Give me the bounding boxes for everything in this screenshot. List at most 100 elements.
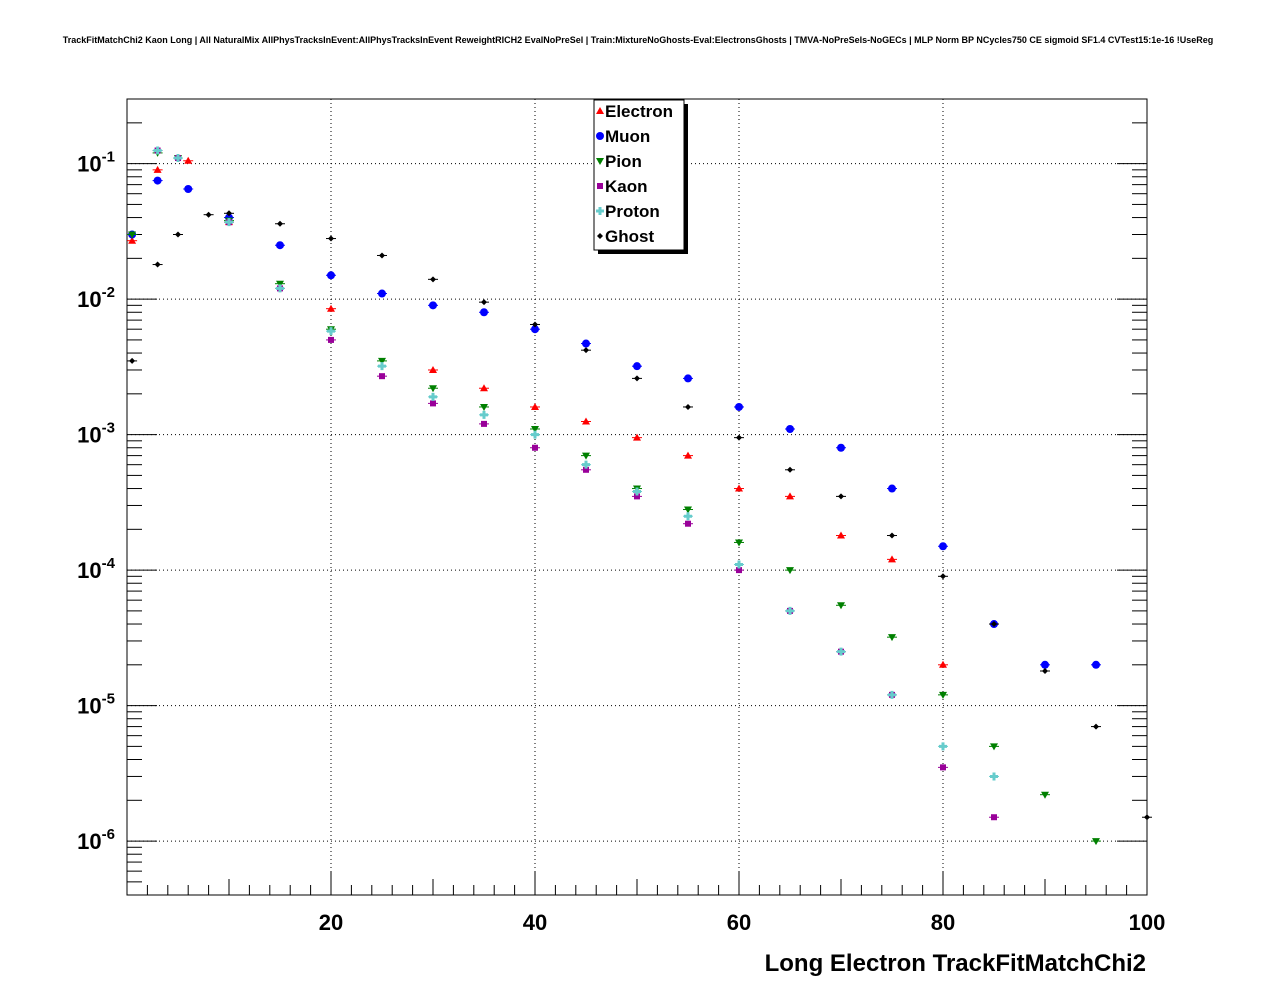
data-point — [328, 235, 334, 242]
data-point — [888, 555, 896, 563]
data-point — [153, 176, 162, 185]
data-point — [990, 772, 998, 781]
data-point — [634, 375, 640, 382]
data-point — [1093, 723, 1099, 730]
data-point — [888, 484, 896, 493]
data-point — [1092, 660, 1100, 669]
data-point — [1041, 791, 1049, 799]
data-point — [735, 539, 743, 547]
data-point — [582, 417, 590, 425]
data-point — [582, 452, 590, 460]
data-point — [735, 560, 743, 569]
data-point — [531, 402, 539, 410]
data-point — [582, 339, 590, 348]
data-point — [684, 506, 692, 514]
data-point — [429, 301, 437, 310]
data-point — [1042, 668, 1048, 675]
data-point — [532, 444, 538, 451]
data-point — [888, 634, 896, 642]
legend-marker — [596, 158, 604, 165]
data-point — [1092, 838, 1100, 846]
x-tick-label: 20 — [319, 910, 343, 935]
x-axis-title: Long Electron TrackFitMatchChi2 — [765, 950, 1146, 977]
data-point — [990, 743, 998, 751]
data-point — [276, 280, 284, 288]
data-point — [888, 690, 896, 699]
legend-box — [593, 99, 685, 251]
data-point — [480, 308, 488, 317]
data-point — [685, 520, 691, 527]
data-point — [481, 299, 487, 306]
data-point — [531, 325, 539, 334]
legend-label-muon: Muon — [605, 127, 650, 146]
axis-ticks: 20 40 60 80 100 10-1 10-2 10-3 10-4 10-5 10-6 — [77, 122, 1166, 935]
legend-label-kaon: Kaon — [605, 177, 648, 196]
data-point — [481, 420, 487, 427]
data-point — [736, 434, 742, 441]
data-point — [276, 241, 284, 250]
data-point — [736, 567, 742, 574]
data-point — [327, 304, 335, 312]
data-point — [328, 336, 334, 343]
data-point — [939, 742, 947, 751]
data-point — [480, 410, 488, 419]
data-point — [583, 347, 589, 354]
y-tick-label: 10-2 — [77, 284, 115, 312]
data-point — [480, 384, 488, 392]
data-point — [378, 362, 386, 371]
data-point — [184, 156, 193, 164]
legend-marker — [596, 132, 604, 140]
data-point — [430, 276, 436, 283]
data-point — [787, 466, 793, 473]
data-point — [685, 403, 691, 410]
legend-label-proton: Proton — [605, 202, 660, 221]
data-point — [940, 764, 946, 771]
data-point — [837, 531, 845, 539]
data-point — [634, 493, 640, 500]
y-tick-label: 10-1 — [77, 149, 115, 177]
data-point — [531, 426, 539, 434]
y-tick-label: 10-3 — [77, 420, 115, 448]
x-tick-label: 60 — [727, 910, 751, 935]
data-point — [837, 443, 845, 452]
series-proton — [152, 146, 999, 781]
data-point — [429, 385, 437, 393]
data-point — [128, 236, 137, 244]
data-point — [889, 532, 895, 539]
data-point — [531, 430, 539, 439]
data-point — [633, 362, 641, 371]
data-point — [991, 621, 997, 628]
data-point — [837, 602, 845, 610]
data-point — [838, 493, 844, 500]
series-ghost — [127, 210, 1152, 821]
data-point — [128, 231, 137, 239]
data-point — [175, 231, 181, 238]
legend-marker — [597, 233, 603, 239]
data-series — [127, 146, 1152, 846]
data-point — [684, 374, 692, 383]
data-point — [225, 218, 233, 227]
data-point — [277, 220, 283, 227]
x-tick-label: 100 — [1129, 910, 1166, 935]
legend-marker — [597, 183, 603, 189]
legend-label-ghost: Ghost — [605, 227, 654, 246]
y-tick-label: 10-5 — [77, 691, 115, 719]
grid — [127, 99, 1148, 895]
data-point — [429, 365, 437, 373]
data-point — [939, 691, 947, 699]
data-point — [991, 814, 997, 821]
x-tick-label: 80 — [931, 910, 955, 935]
series-pion — [127, 149, 1101, 846]
data-point — [480, 403, 488, 411]
data-point — [633, 433, 641, 441]
data-point — [939, 660, 947, 668]
data-point — [1144, 814, 1150, 821]
data-point — [786, 606, 794, 615]
chart-title: TrackFitMatchChi2 Kaon Long | All Natura… — [63, 35, 1214, 45]
series-electron — [127, 156, 948, 668]
data-point — [378, 289, 386, 298]
series-muon — [127, 176, 1101, 669]
y-tick-label: 10-4 — [77, 555, 115, 583]
legend-marker — [596, 207, 604, 215]
